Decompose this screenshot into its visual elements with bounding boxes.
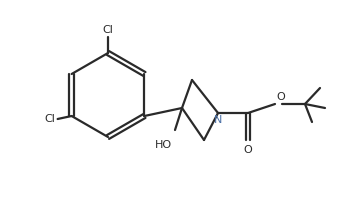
Text: O: O — [244, 145, 252, 155]
Text: N: N — [214, 115, 222, 125]
Text: Cl: Cl — [45, 114, 56, 124]
Text: Cl: Cl — [102, 25, 113, 35]
Text: HO: HO — [155, 140, 172, 150]
Text: O: O — [276, 92, 285, 102]
